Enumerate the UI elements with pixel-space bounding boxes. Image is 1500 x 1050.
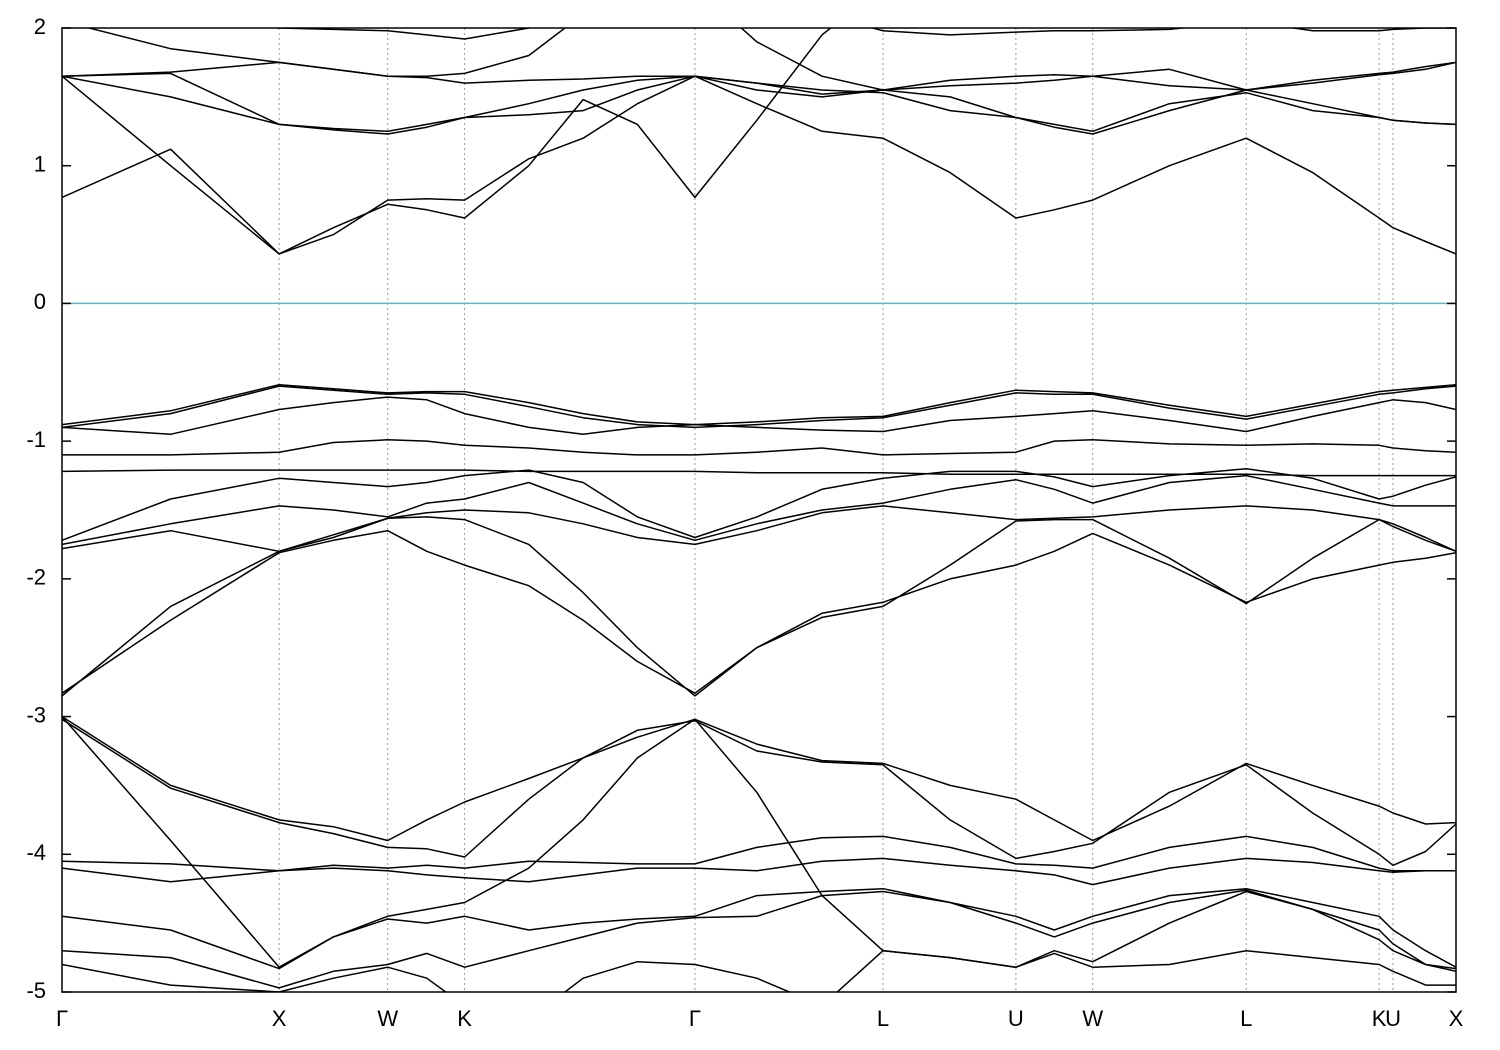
y-tick-label: 2 (34, 14, 46, 39)
y-tick-label: -2 (26, 565, 46, 590)
band-line (62, 835, 1456, 872)
bands-layer (62, 28, 1456, 992)
x-tick-label: L (1240, 1006, 1252, 1031)
y-tick-label: 0 (34, 289, 46, 314)
x-tick-label: L (877, 1006, 889, 1031)
band-line (62, 857, 1456, 886)
band-line (62, 72, 1456, 135)
band-line (62, 516, 1456, 697)
x-tick-label: K (457, 1006, 472, 1031)
x-tick-label: K (1372, 1006, 1387, 1031)
x-tick-label: X (1449, 1006, 1464, 1031)
band-line (62, 505, 1456, 553)
plot-frame (61, 27, 1457, 993)
band-line (62, 715, 1456, 842)
x-tick-label: X (272, 1006, 287, 1031)
x-tick-label: W (1082, 1006, 1103, 1031)
band-line (62, 716, 1456, 970)
band-line (62, 889, 1456, 989)
band-line (86, 28, 1456, 91)
band-line (267, 28, 1456, 40)
y-tick-label: -4 (26, 840, 46, 865)
x-tick-label: U (1008, 1006, 1024, 1031)
band-line (62, 467, 1456, 542)
band-line (62, 718, 1456, 867)
y-tick-label: -5 (26, 978, 46, 1003)
x-tick-label: Γ (689, 1006, 701, 1031)
band-line (62, 75, 1456, 255)
grid-layer (61, 28, 1457, 992)
band-line (62, 529, 1456, 694)
y-tick-label: 1 (34, 152, 46, 177)
x-tick-label: Γ (56, 1006, 68, 1031)
band-line (62, 439, 1456, 456)
x-tick-label: U (1385, 1006, 1401, 1031)
band-line (62, 469, 1456, 477)
y-tick-label: -1 (26, 427, 46, 452)
band-line (62, 949, 1456, 992)
band-line (62, 383, 1456, 426)
band-line (62, 887, 1456, 970)
band-line (62, 61, 1456, 98)
x-tick-label: W (377, 1006, 398, 1031)
band-line (62, 28, 832, 255)
band-line (62, 75, 1456, 135)
y-tick-label: -3 (26, 702, 46, 727)
band-line (62, 385, 1456, 429)
band-line (62, 396, 1456, 436)
band-line (62, 474, 1456, 546)
